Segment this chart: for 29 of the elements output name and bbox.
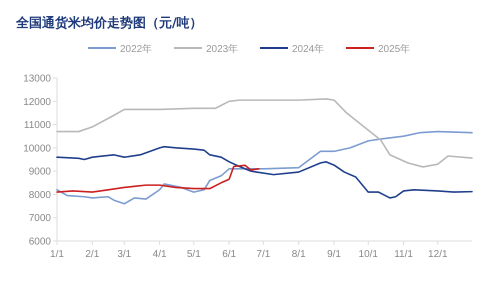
legend-label: 2023年 <box>206 43 238 55</box>
x-tick-label: 4/1 <box>152 249 167 260</box>
y-tick-label: 7000 <box>28 213 52 224</box>
x-tick-label: 5/1 <box>186 249 202 260</box>
x-tick-label: 11/1 <box>394 249 414 260</box>
y-tick-label: 10000 <box>23 143 52 154</box>
line-series <box>56 130 473 205</box>
y-tick-label: 13000 <box>23 74 52 84</box>
legend-label: 2025年 <box>378 43 410 55</box>
x-tick-label: 3/1 <box>117 249 132 260</box>
x-tick-label: 1/1 <box>50 249 64 260</box>
x-tick-label: 2/1 <box>85 249 100 260</box>
y-tick-label: 12000 <box>23 96 52 108</box>
y-tick-label: 8000 <box>28 190 52 201</box>
x-tick-label: 8/1 <box>292 249 306 260</box>
y-tick-label: 6000 <box>28 236 52 248</box>
legend-label: 2022年 <box>120 43 152 55</box>
y-tick-label: 11000 <box>24 120 52 132</box>
x-tick-label: 7/1 <box>256 249 271 260</box>
x-tick-label: 12/1 <box>428 249 448 260</box>
chart-title: 全国通货米均价走势图（元/吨） <box>15 15 203 31</box>
y-tick-label: 9000 <box>28 166 52 178</box>
line-series <box>56 164 260 193</box>
line-series <box>56 98 473 168</box>
x-tick-label: 9/1 <box>327 249 342 260</box>
x-tick-label: 10/1 <box>358 249 378 260</box>
x-tick-label: 6/1 <box>222 249 237 260</box>
legend-label: 2024年 <box>292 43 324 55</box>
line-series <box>56 146 473 199</box>
